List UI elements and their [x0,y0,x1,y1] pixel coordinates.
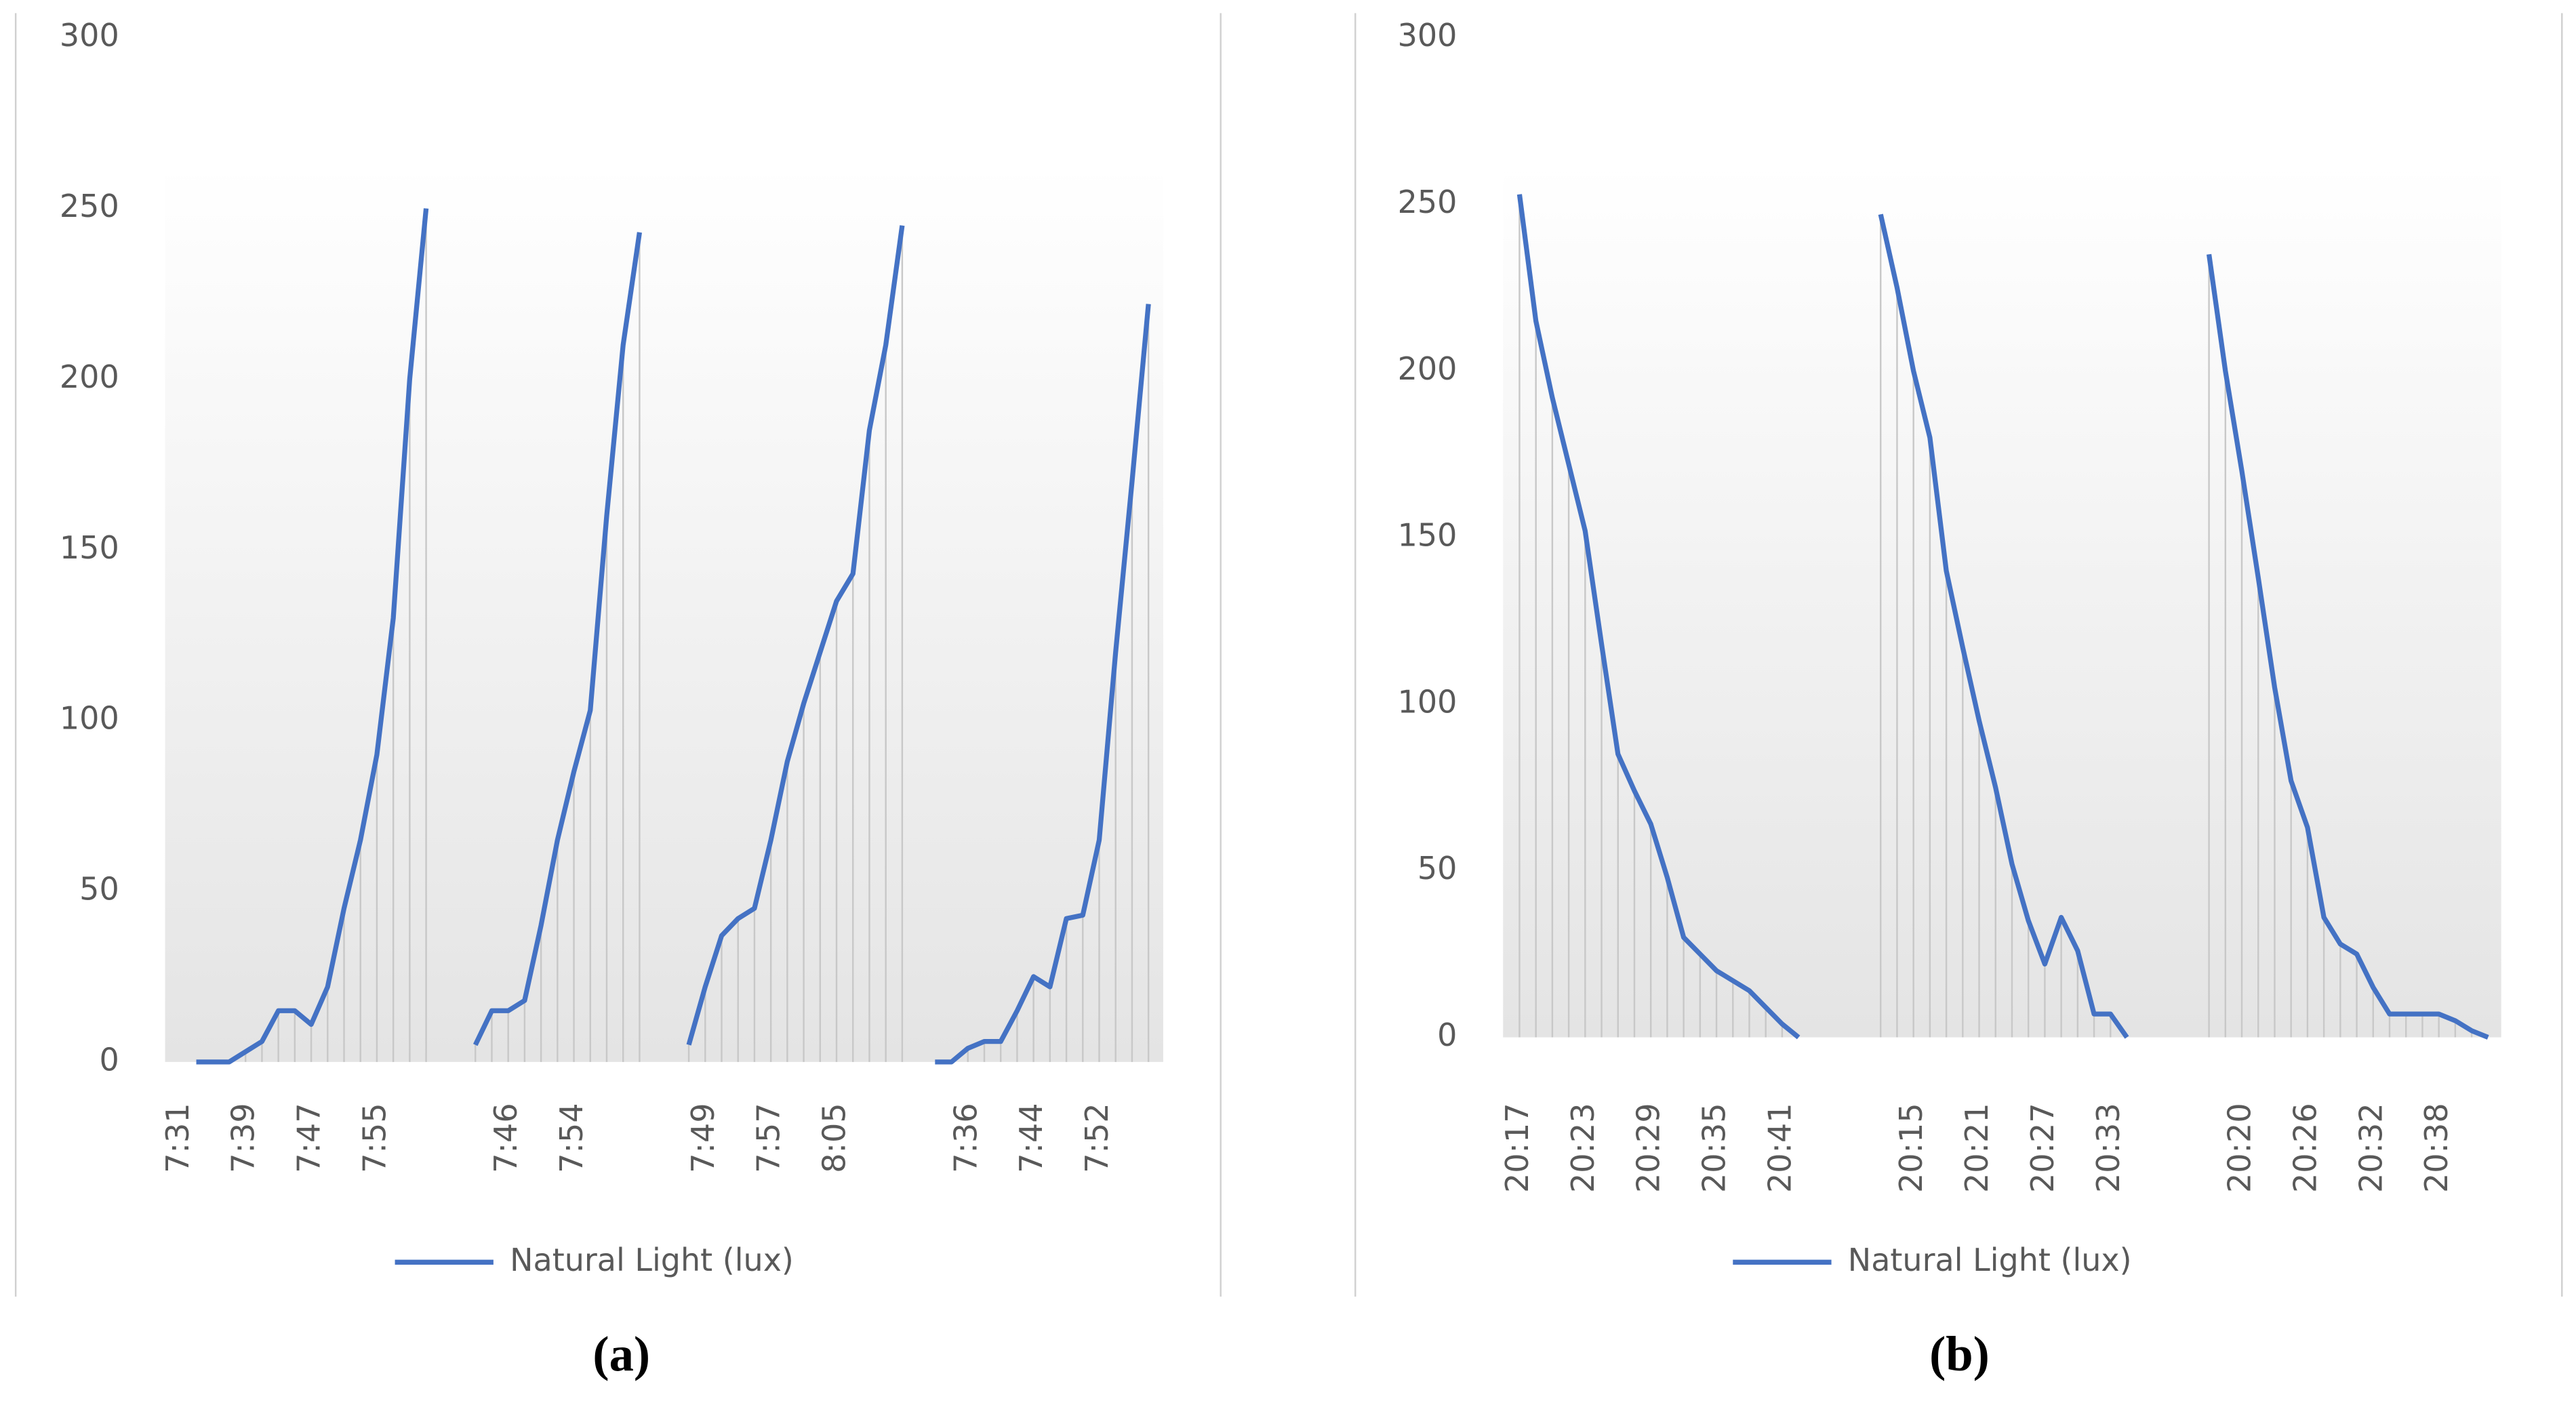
y-tick-label: 300 [60,17,119,54]
plot-background [1503,164,2501,1038]
y-tick-label: 300 [1398,17,1457,54]
x-tick-label: 20:35 [1696,1103,1733,1193]
plot-background [165,164,1163,1062]
x-tick-label: 7:31 [159,1103,196,1173]
x-tick-label: 20:20 [2221,1103,2258,1193]
x-tick-label: 7:49 [685,1103,721,1173]
x-tick-label: 20:41 [1761,1103,1798,1193]
y-tick-label: 250 [1398,184,1457,220]
x-tick-label: 20:17 [1499,1103,1535,1193]
y-tick-label: 50 [79,870,119,907]
x-tick-label: 20:27 [2024,1103,2061,1193]
x-tick-label: 7:52 [1079,1103,1115,1173]
y-tick-label: 200 [60,359,119,395]
y-tick-label: 200 [1398,350,1457,387]
x-tick-label: 20:26 [2287,1103,2323,1193]
x-tick-label: 7:44 [1013,1103,1049,1173]
caption: (a) [592,1326,650,1381]
data-line [1516,194,2489,1040]
y-tick-label: 0 [99,1041,119,1078]
x-tick-label: 20:38 [2418,1103,2455,1193]
x-tick-label: 7:55 [356,1103,393,1173]
x-tick-label: 20:29 [1630,1103,1667,1193]
y-tick-label: 50 [1417,850,1457,887]
legend-label: Natural Light (lux) [1848,1242,2132,1278]
y-tick-label: 150 [1398,517,1457,554]
caption: (b) [1929,1326,1990,1381]
x-tick-label: 20:33 [2090,1103,2127,1193]
x-tick-label: 7:54 [553,1103,590,1173]
x-tick-label: 7:39 [225,1103,262,1173]
x-tick-label: 7:46 [487,1103,524,1173]
y-tick-label: 150 [60,529,119,566]
y-tick-label: 100 [1398,683,1457,720]
x-tick-label: 7:36 [947,1103,984,1173]
y-tick-label: 250 [60,188,119,224]
x-tick-label: 7:47 [291,1103,327,1173]
x-tick-label: 20:15 [1893,1103,1929,1193]
x-tick-label: 7:57 [750,1103,787,1173]
x-tick-label: 8:05 [816,1103,853,1173]
y-tick-label: 100 [60,700,119,737]
x-tick-label: 20:32 [2352,1103,2389,1193]
data-line [196,208,1151,1065]
x-tick-label: 20:23 [1565,1103,1601,1193]
y-tick-label: 0 [1437,1017,1457,1053]
x-tick-label: 20:21 [1958,1103,1995,1193]
legend-label: Natural Light (lux) [510,1242,794,1278]
